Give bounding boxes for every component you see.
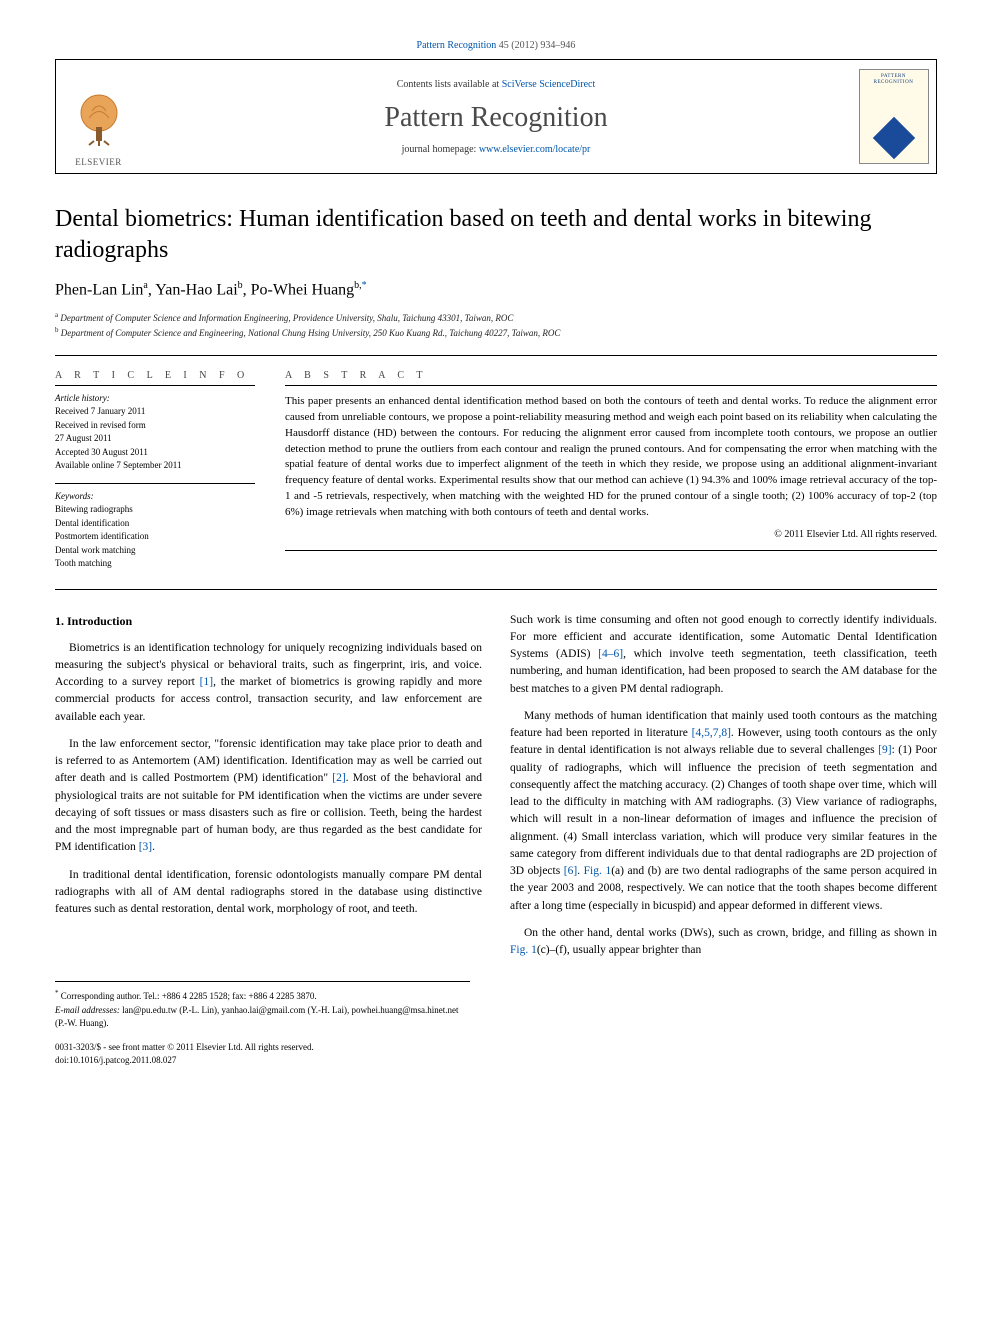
affiliations: a Department of Computer Science and Inf… bbox=[55, 310, 937, 341]
running-citation: Pattern Recognition 45 (2012) 934–946 bbox=[55, 40, 937, 51]
journal-cover-thumbnail[interactable]: PATTERN RECOGNITION bbox=[859, 69, 929, 164]
abstract-text: This paper presents an enhanced dental i… bbox=[285, 394, 937, 522]
ref-link[interactable]: [2] bbox=[332, 772, 345, 784]
masthead-center: Contents lists available at SciVerse Sci… bbox=[141, 60, 851, 173]
citation-journal-link[interactable]: Pattern Recognition bbox=[417, 40, 497, 51]
keyword: Dental identification bbox=[55, 518, 129, 528]
contents-available-line: Contents lists available at SciVerse Sci… bbox=[397, 79, 596, 90]
history-received: Received 7 January 2011 bbox=[55, 406, 145, 416]
history-revised-l2: 27 August 2011 bbox=[55, 433, 112, 443]
homepage-link[interactable]: www.elsevier.com/locate/pr bbox=[479, 144, 591, 155]
abstract-heading: A B S T R A C T bbox=[285, 370, 937, 381]
paragraph: In the law enforcement sector, "forensic… bbox=[55, 736, 482, 857]
authors-line: Phen-Lan Lina, Yan-Hao Laib, Po-Whei Hua… bbox=[55, 280, 937, 299]
ref-link[interactable]: [4–6] bbox=[598, 648, 623, 660]
ref-link[interactable]: [9] bbox=[878, 744, 891, 756]
elsevier-tree-icon bbox=[74, 93, 124, 155]
author-3-aff: b, bbox=[354, 280, 362, 291]
abstract-column: A B S T R A C T This paper presents an e… bbox=[285, 370, 937, 571]
keyword: Dental work matching bbox=[55, 545, 135, 555]
keyword: Tooth matching bbox=[55, 558, 112, 568]
article-body: 1. Introduction Biometrics is an identif… bbox=[55, 612, 937, 960]
figure-link[interactable]: Fig. 1 bbox=[510, 944, 537, 956]
masthead: ELSEVIER Contents lists available at Sci… bbox=[55, 59, 937, 174]
ref-link[interactable]: [3] bbox=[139, 841, 152, 853]
paragraph: Many methods of human identification tha… bbox=[510, 708, 937, 915]
abstract-copyright: © 2011 Elsevier Ltd. All rights reserved… bbox=[285, 529, 937, 540]
keyword: Bitewing radiographs bbox=[55, 504, 133, 514]
history-label: Article history: bbox=[55, 393, 110, 403]
affiliation-b: Department of Computer Science and Engin… bbox=[61, 328, 561, 338]
cover-title: PATTERN RECOGNITION bbox=[864, 74, 924, 86]
history-accepted: Accepted 30 August 2011 bbox=[55, 447, 148, 457]
elsevier-logo[interactable]: ELSEVIER bbox=[64, 82, 134, 167]
ref-link[interactable]: [4,5,7,8] bbox=[692, 727, 731, 739]
article-info-column: A R T I C L E I N F O Article history: R… bbox=[55, 370, 255, 571]
corr-author-note: Corresponding author. Tel.: +886 4 2285 … bbox=[61, 991, 317, 1001]
front-matter: 0031-3203/$ - see front matter © 2011 El… bbox=[55, 1041, 937, 1068]
figure-link[interactable]: Fig. 1 bbox=[584, 865, 612, 877]
citation-suffix: 45 (2012) 934–946 bbox=[496, 40, 575, 51]
doi-line: doi:10.1016/j.patcog.2011.08.027 bbox=[55, 1054, 937, 1068]
paragraph: In traditional dental identification, fo… bbox=[55, 867, 482, 919]
issn-line: 0031-3203/$ - see front matter © 2011 El… bbox=[55, 1041, 937, 1055]
corresponding-mark[interactable]: * bbox=[362, 280, 367, 291]
paragraph: Such work is time consuming and often no… bbox=[510, 612, 937, 698]
homepage-line: journal homepage: www.elsevier.com/locat… bbox=[402, 144, 591, 155]
author-2: Yan-Hao Lai bbox=[155, 282, 237, 299]
corr-mark-icon: * bbox=[55, 989, 59, 997]
email-label: E-mail addresses: bbox=[55, 1005, 120, 1015]
paragraph: Biometrics is an identification technolo… bbox=[55, 640, 482, 726]
body-divider bbox=[55, 589, 937, 590]
homepage-prefix: journal homepage: bbox=[402, 144, 479, 155]
section-1-heading: 1. Introduction bbox=[55, 612, 482, 630]
journal-title: Pattern Recognition bbox=[384, 102, 607, 134]
scidirect-link[interactable]: SciVerse ScienceDirect bbox=[502, 79, 596, 90]
article-info-heading: A R T I C L E I N F O bbox=[55, 370, 255, 381]
author-1: Phen-Lan Lin bbox=[55, 282, 143, 299]
keywords-label: Keywords: bbox=[55, 491, 94, 501]
history-revised-l1: Received in revised form bbox=[55, 420, 146, 430]
ref-link[interactable]: [6] bbox=[564, 865, 577, 877]
footnotes: * Corresponding author. Tel.: +886 4 228… bbox=[55, 981, 470, 1031]
cover-diamond-icon bbox=[872, 117, 914, 159]
paragraph: On the other hand, dental works (DWs), s… bbox=[510, 925, 937, 960]
history-online: Available online 7 September 2011 bbox=[55, 460, 181, 470]
article-history: Article history: Received 7 January 2011… bbox=[55, 392, 255, 473]
publisher-logo-box: ELSEVIER bbox=[56, 60, 141, 173]
author-3: Po-Whei Huang bbox=[251, 282, 355, 299]
affiliation-a: Department of Computer Science and Infor… bbox=[60, 313, 513, 323]
ref-link[interactable]: [1] bbox=[200, 676, 213, 688]
contents-prefix: Contents lists available at bbox=[397, 79, 502, 90]
keyword: Postmortem identification bbox=[55, 531, 149, 541]
divider bbox=[55, 355, 937, 356]
article-title: Dental biometrics: Human identification … bbox=[55, 204, 937, 266]
elsevier-wordmark: ELSEVIER bbox=[75, 157, 122, 167]
cover-thumb-box: PATTERN RECOGNITION bbox=[851, 60, 936, 173]
keywords-block: Keywords: Bitewing radiographs Dental id… bbox=[55, 490, 255, 571]
